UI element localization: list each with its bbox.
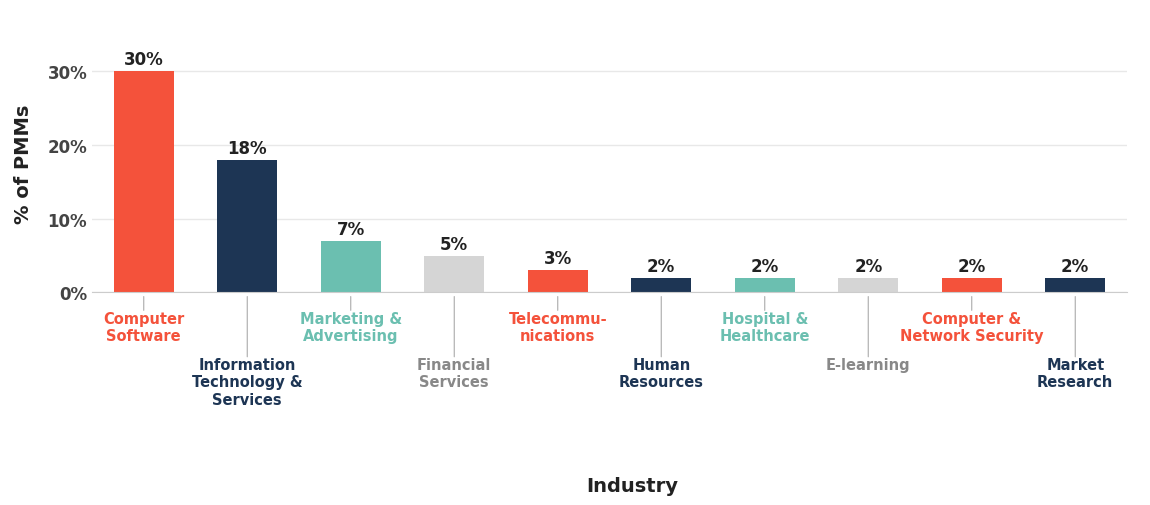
Bar: [114, 72, 174, 293]
Y-axis label: % of PMMs: % of PMMs: [15, 105, 33, 224]
Bar: [631, 278, 691, 293]
Text: 2%: 2%: [751, 257, 779, 275]
Text: 3%: 3%: [544, 250, 572, 268]
Bar: [735, 278, 795, 293]
Bar: [838, 278, 898, 293]
Bar: [942, 278, 1002, 293]
Text: Market
Research: Market Research: [1037, 357, 1113, 390]
Text: Marketing &
Advertising: Marketing & Advertising: [300, 311, 401, 343]
Bar: [1045, 278, 1105, 293]
Bar: [217, 161, 277, 293]
Text: 7%: 7%: [337, 221, 365, 238]
Bar: [528, 271, 588, 293]
Text: 18%: 18%: [228, 139, 267, 158]
Text: Computer
Software: Computer Software: [104, 311, 184, 343]
Text: 30%: 30%: [124, 51, 163, 69]
Text: Information
Technology &
Services: Information Technology & Services: [192, 357, 302, 407]
Text: Hospital &
Healthcare: Hospital & Healthcare: [720, 311, 810, 343]
Text: Telecommu-
nications: Telecommu- nications: [508, 311, 607, 343]
Text: 2%: 2%: [854, 257, 882, 275]
Text: Industry: Industry: [586, 476, 678, 495]
Text: 2%: 2%: [958, 257, 986, 275]
Text: 5%: 5%: [440, 235, 468, 253]
Text: E-learning: E-learning: [826, 357, 911, 372]
Bar: [321, 241, 381, 293]
Text: Financial
Services: Financial Services: [417, 357, 491, 390]
Text: Computer &
Network Security: Computer & Network Security: [900, 311, 1043, 343]
Text: Human
Resources: Human Resources: [619, 357, 704, 390]
Text: 2%: 2%: [647, 257, 675, 275]
Bar: [424, 256, 484, 293]
Text: 2%: 2%: [1061, 257, 1089, 275]
